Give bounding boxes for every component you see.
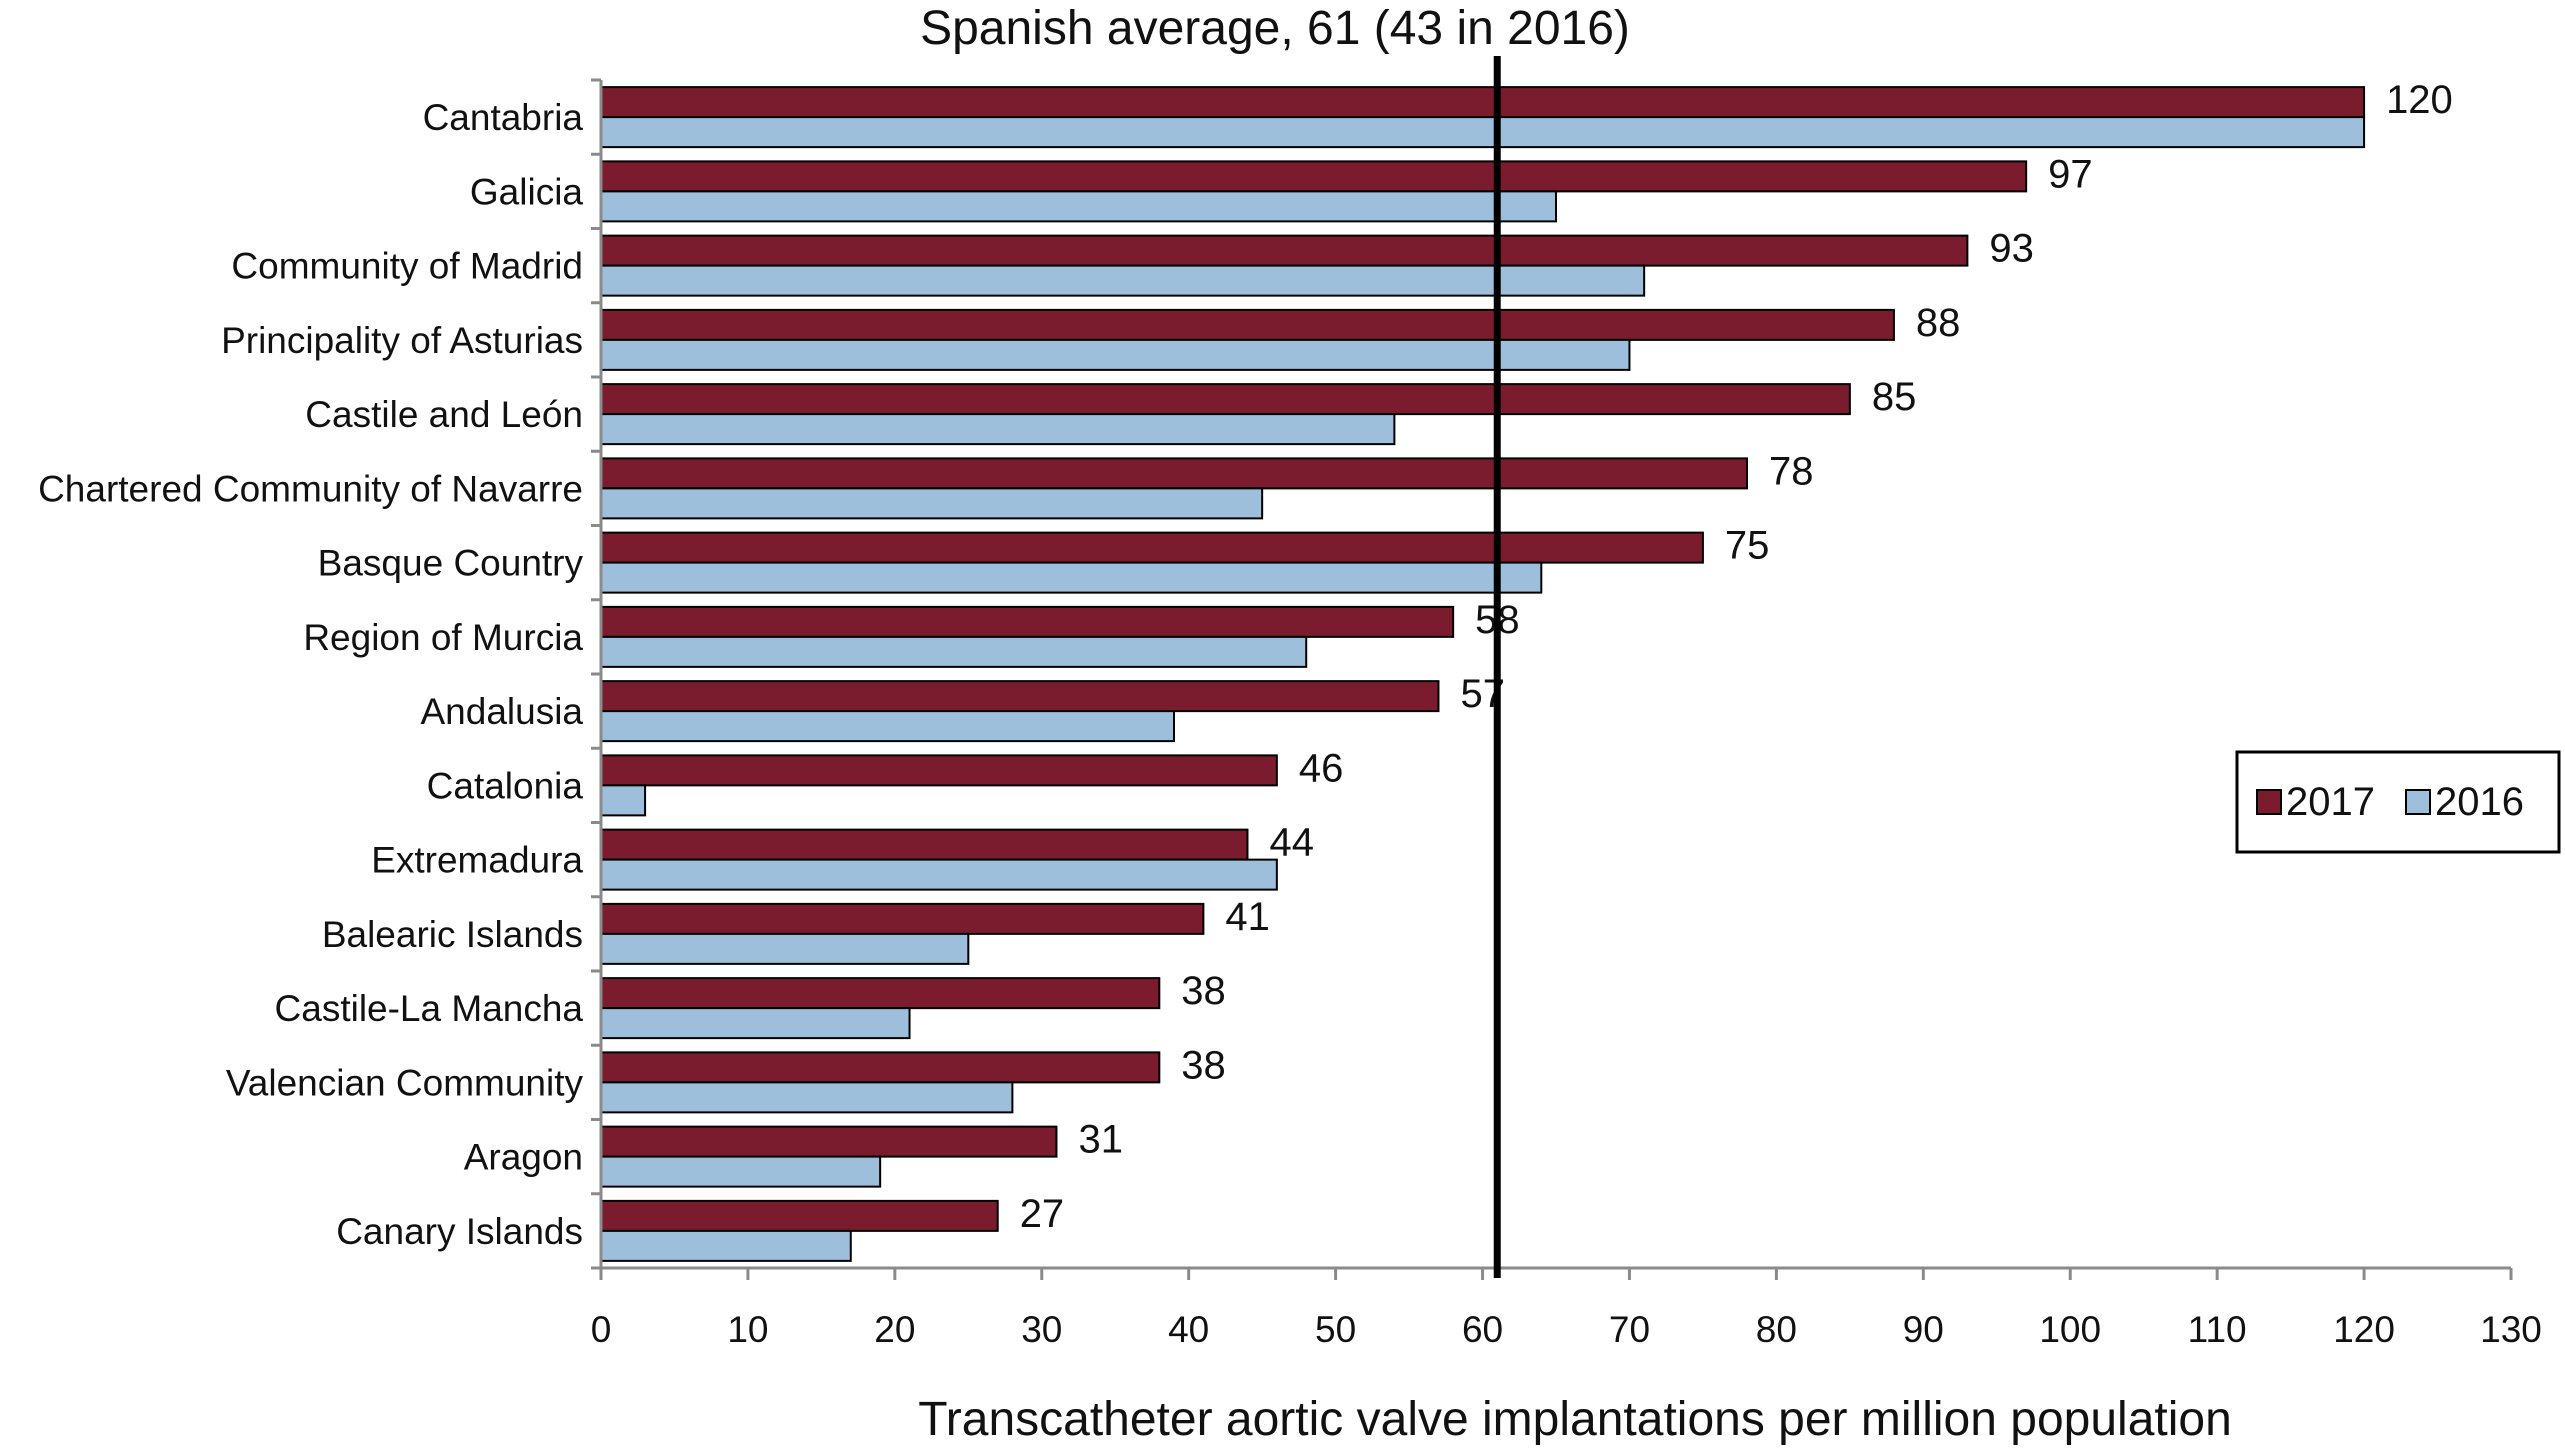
category-label: Aragon bbox=[464, 1137, 583, 1178]
category-label: Galicia bbox=[470, 171, 584, 212]
value-labels: 120979388857875585746444138383127 bbox=[1020, 78, 2453, 1236]
category-label: Extremadura bbox=[371, 840, 583, 881]
bar-2017-valencian-community bbox=[600, 1051, 1161, 1084]
bar-2017-canary-islands bbox=[600, 1199, 999, 1232]
bar-2016-extremadura bbox=[600, 858, 1278, 891]
x-tick-label: 20 bbox=[874, 1309, 915, 1350]
bar-2017-extremadura bbox=[600, 828, 1249, 861]
x-tick-label: 40 bbox=[1168, 1309, 1209, 1350]
axis-layer: 0 10 20 30 40 50 60 70 80 90 100 110 120 130 bbox=[591, 78, 2542, 1350]
category-label: Basque Country bbox=[318, 543, 584, 584]
category-label: Valencian Community bbox=[226, 1062, 584, 1103]
bar-2016-chartered-community-of-navarre bbox=[600, 487, 1264, 520]
bar-2017-catalonia bbox=[600, 754, 1278, 787]
bar-2016-castile-and-le-n bbox=[600, 413, 1396, 446]
value-label-2017: 120 bbox=[2386, 78, 2453, 122]
x-tick-label: 60 bbox=[1462, 1309, 1503, 1350]
bar-2016-community-of-madrid bbox=[600, 264, 1646, 297]
category-label: Castile-La Mancha bbox=[275, 988, 584, 1029]
legend-label-2016: 2016 bbox=[2435, 780, 2524, 824]
bar-2017-principality-of-asturias bbox=[600, 308, 1895, 341]
category-label: Catalonia bbox=[427, 765, 584, 806]
category-label: Cantabria bbox=[423, 97, 584, 138]
bar-2016-catalonia bbox=[600, 784, 647, 817]
chart-title: Spanish average, 61 (43 in 2016) bbox=[920, 2, 1630, 55]
bars-layer bbox=[600, 86, 2366, 1262]
value-label-2017: 46 bbox=[1299, 746, 1344, 790]
value-label-2017: 38 bbox=[1181, 969, 1226, 1013]
bar-2017-balearic-islands bbox=[600, 902, 1205, 935]
bar-2017-castile-la-mancha bbox=[600, 977, 1161, 1010]
bar-2017-castile-and-le-n bbox=[600, 383, 1851, 416]
x-tick-label: 70 bbox=[1609, 1309, 1650, 1350]
x-tick-label: 120 bbox=[2333, 1309, 2395, 1350]
bar-2017-region-of-murcia bbox=[600, 605, 1455, 638]
bar-2016-andalusia bbox=[600, 710, 1175, 743]
value-label-2017: 41 bbox=[1225, 895, 1270, 939]
legend-swatch-2017 bbox=[2256, 789, 2282, 815]
value-label-2017: 27 bbox=[1020, 1192, 1065, 1236]
bar-2016-basque-country bbox=[600, 561, 1543, 594]
bar-2017-community-of-madrid bbox=[600, 234, 1969, 267]
category-label: Canary Islands bbox=[336, 1211, 583, 1252]
value-label-2017: 78 bbox=[1769, 449, 1814, 493]
x-tick-label: 10 bbox=[727, 1309, 768, 1350]
legend-swatch-2016 bbox=[2405, 789, 2431, 815]
value-label-2017: 85 bbox=[1872, 375, 1917, 419]
bar-2017-chartered-community-of-navarre bbox=[600, 457, 1748, 490]
legend-box bbox=[2235, 750, 2561, 854]
category-label: Community of Madrid bbox=[231, 246, 583, 287]
bar-2016-aragon bbox=[600, 1155, 882, 1188]
x-tick-label: 130 bbox=[2480, 1309, 2542, 1350]
category-label: Andalusia bbox=[420, 691, 583, 732]
bar-2017-andalusia bbox=[600, 680, 1440, 713]
x-tick-label: 80 bbox=[1756, 1309, 1797, 1350]
x-tick-label: 100 bbox=[2039, 1309, 2101, 1350]
category-label: Principality of Asturias bbox=[221, 320, 583, 361]
bar-2017-cantabria bbox=[600, 86, 2366, 119]
bar-2017-basque-country bbox=[600, 531, 1704, 564]
bar-2017-aragon bbox=[600, 1125, 1058, 1158]
x-tick-label: 90 bbox=[1903, 1309, 1944, 1350]
value-label-2017: 31 bbox=[1078, 1118, 1123, 1162]
x-tick-label: 50 bbox=[1315, 1309, 1356, 1350]
legend: 2017 2016 bbox=[2235, 750, 2561, 854]
bar-2016-region-of-murcia bbox=[600, 635, 1308, 668]
bar-2016-canary-islands bbox=[600, 1229, 852, 1262]
bar-2016-cantabria bbox=[600, 116, 2366, 149]
category-label: Region of Murcia bbox=[303, 617, 583, 658]
value-label-2017: 44 bbox=[1269, 821, 1314, 865]
bar-2016-principality-of-asturias bbox=[600, 338, 1631, 371]
category-label: Castile and León bbox=[305, 394, 583, 435]
x-tick-label: 30 bbox=[1021, 1309, 1062, 1350]
value-label-2017: 75 bbox=[1725, 524, 1770, 568]
value-label-2017: 97 bbox=[2048, 152, 2093, 196]
bar-2016-galicia bbox=[600, 190, 1557, 223]
bar-2017-galicia bbox=[600, 160, 2028, 193]
x-axis-title: Transcatheter aortic valve implantations… bbox=[918, 1393, 2232, 1446]
bar-2016-balearic-islands bbox=[600, 932, 970, 965]
category-label: Balearic Islands bbox=[322, 914, 583, 955]
x-tick-label: 110 bbox=[2188, 1309, 2247, 1350]
category-labels: Cantabria Galicia Community of Madrid Princ… bbox=[38, 97, 583, 1252]
x-tick-label: 0 bbox=[591, 1309, 612, 1350]
legend-label-2017: 2017 bbox=[2286, 780, 2375, 824]
bar-2016-valencian-community bbox=[600, 1081, 1014, 1114]
bar-2016-castile-la-mancha bbox=[600, 1007, 911, 1040]
value-label-2017: 93 bbox=[1989, 227, 2034, 271]
category-label: Chartered Community of Navarre bbox=[38, 468, 583, 509]
value-label-2017: 38 bbox=[1181, 1043, 1226, 1087]
value-label-2017: 88 bbox=[1916, 301, 1961, 345]
